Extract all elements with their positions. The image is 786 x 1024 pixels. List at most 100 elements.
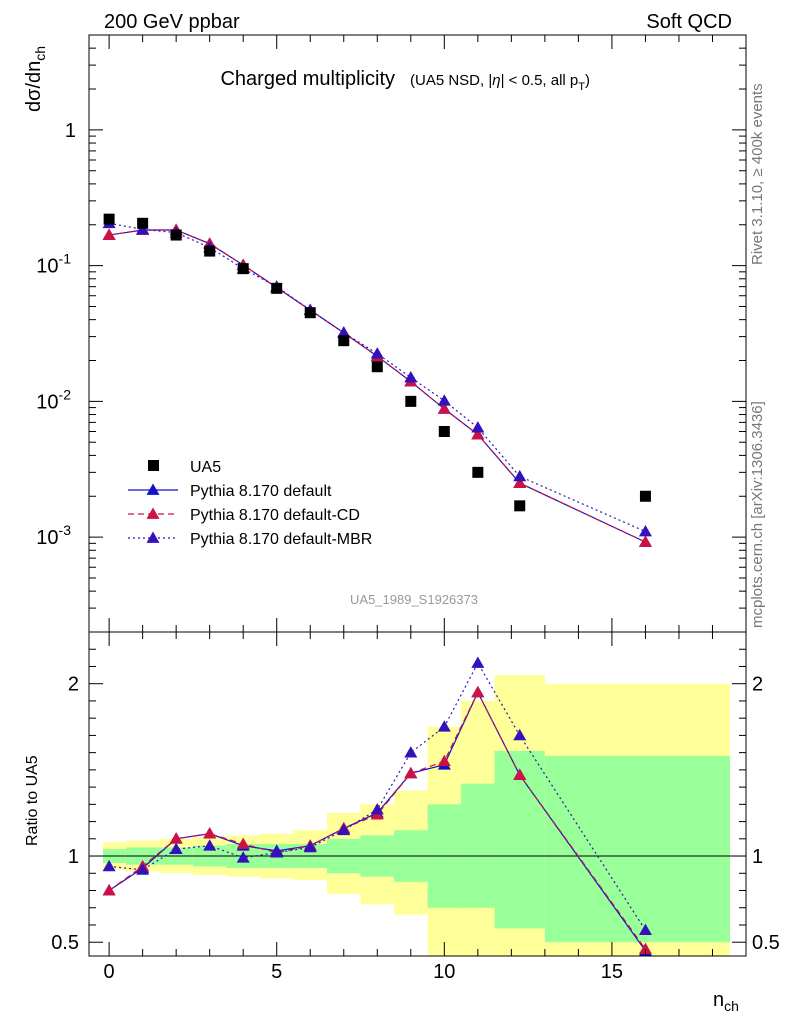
data-point xyxy=(438,425,450,437)
ratio-point xyxy=(203,827,217,839)
ratio-point xyxy=(437,754,451,767)
x-tick-label: 0 xyxy=(104,961,115,983)
x-tick-label: 5 xyxy=(271,961,282,983)
main-plot-axes: 10-3 10-2 10-1 1 xyxy=(36,34,746,633)
ratio-point xyxy=(203,839,217,851)
header-right: Soft QCD xyxy=(646,11,732,33)
data-point xyxy=(204,245,216,257)
series-point xyxy=(638,535,652,547)
series-point xyxy=(404,370,418,383)
series-line xyxy=(109,222,646,533)
y-tick-label-ratio-right: 1 xyxy=(752,846,763,868)
ratio-point xyxy=(471,656,485,668)
data-point xyxy=(271,282,283,294)
ratio-point xyxy=(337,823,351,836)
y-tick-label-ratio-right: 0.5 xyxy=(752,932,780,954)
main-plot-panel: 10-3 10-2 10-1 1 Charged multiplicity (UA5 … xyxy=(23,34,747,633)
x-tick-label: 10 xyxy=(433,961,455,983)
y-tick-label-ratio: 1 xyxy=(68,846,79,868)
y-tick-label-ratio: 2 xyxy=(68,674,79,696)
uncertainty-band-inner xyxy=(494,750,545,929)
analysis-watermark: UA5_1989_S1926373 xyxy=(350,592,478,607)
ratio-point xyxy=(236,851,250,863)
ratio-point xyxy=(169,832,183,844)
legend: UA5 Pythia 8.170 default Pythia 8.170 defa… xyxy=(128,459,372,548)
plot-subtitle: (UA5 NSD, |η| < 0.5, all pT) xyxy=(410,72,590,93)
series-point xyxy=(337,326,351,338)
series-dotted xyxy=(102,216,652,537)
data-point xyxy=(639,490,651,502)
legend-marker-data xyxy=(148,460,159,471)
series-line xyxy=(109,229,646,543)
ratio-plot-axes: 0 5 10 15 0.5 0.5 1 1 2 2 xyxy=(51,632,780,983)
legend-label: Pythia 8.170 default xyxy=(190,483,332,500)
series-point xyxy=(513,476,527,488)
data-point xyxy=(137,217,149,229)
legend-label: Pythia 8.170 default-MBR xyxy=(190,531,372,548)
plot-title: Charged multiplicity xyxy=(220,68,395,90)
legend-marker xyxy=(146,531,160,543)
series-point xyxy=(471,421,485,433)
data-point xyxy=(103,213,115,225)
y-axis-label-top: dσ/dnch xyxy=(23,46,48,112)
rivet-label: Rivet 3.1.10, ≥ 400k events xyxy=(749,83,766,265)
uncertainty-band-inner xyxy=(461,783,495,908)
ratio-point xyxy=(303,840,317,853)
y-tick-label-top: 10-1 xyxy=(36,251,71,278)
ratio-point xyxy=(236,837,250,849)
data-point xyxy=(170,229,182,241)
ratio-point xyxy=(169,842,183,855)
data-point xyxy=(472,466,484,478)
ratio-point xyxy=(136,863,150,875)
ratio-point xyxy=(437,720,451,732)
series-point xyxy=(437,402,451,414)
series-point xyxy=(638,524,652,537)
main-plot-content xyxy=(102,213,652,547)
y-tick-label-ratio-right: 2 xyxy=(752,674,763,696)
ratio-plot-frame xyxy=(88,631,747,957)
series-data xyxy=(103,213,651,512)
x-axis-label: nch xyxy=(713,989,739,1014)
legend-label: Pythia 8.170 default-CD xyxy=(190,507,360,524)
data-point xyxy=(405,395,417,407)
ratio-plot-panel: 0 5 10 15 0.5 0.5 1 1 2 2 Ratio to UA5 nch xyxy=(24,631,780,1014)
series-point xyxy=(513,469,527,482)
y-axis-label-ratio: Ratio to UA5 xyxy=(24,755,41,846)
series-point xyxy=(471,428,485,440)
legend-marker xyxy=(146,507,160,519)
header-left: 200 GeV ppbar xyxy=(104,11,240,33)
ratio-plot-content xyxy=(89,656,746,956)
ratio-line xyxy=(109,661,646,931)
series-point xyxy=(370,347,384,359)
ratio-point xyxy=(270,846,284,858)
ratio-point xyxy=(404,766,418,779)
series-point xyxy=(437,394,451,406)
series-point xyxy=(102,228,116,240)
y-tick-label-ratio: 0.5 xyxy=(51,932,79,954)
ratio-point xyxy=(102,884,116,896)
legend-marker xyxy=(146,483,160,495)
data-point xyxy=(237,263,249,275)
x-tick-label: 15 xyxy=(601,961,623,983)
ratio-point xyxy=(513,768,527,780)
y-tick-label-top: 1 xyxy=(65,120,76,142)
uncertainty-band-inner xyxy=(544,756,730,943)
mcplots-label: mcplots.cern.ch [arXiv:1306.3436] xyxy=(749,401,766,628)
y-tick-label-top: 10-3 xyxy=(36,522,71,549)
data-point xyxy=(304,307,316,319)
ratio-series-dotted xyxy=(102,656,652,936)
ratio-point xyxy=(471,685,485,698)
ratio-point xyxy=(370,803,384,815)
ratio-point xyxy=(102,859,116,872)
ratio-point xyxy=(404,746,418,758)
legend-label: UA5 xyxy=(190,459,221,476)
data-point xyxy=(514,500,526,512)
ratio-point xyxy=(638,923,652,936)
y-tick-label-top: 10-2 xyxy=(36,386,71,413)
data-point xyxy=(338,335,350,347)
ratio-point xyxy=(513,728,527,741)
ratio-line xyxy=(108,690,646,950)
data-point xyxy=(371,361,383,373)
ratio-point xyxy=(638,942,652,954)
